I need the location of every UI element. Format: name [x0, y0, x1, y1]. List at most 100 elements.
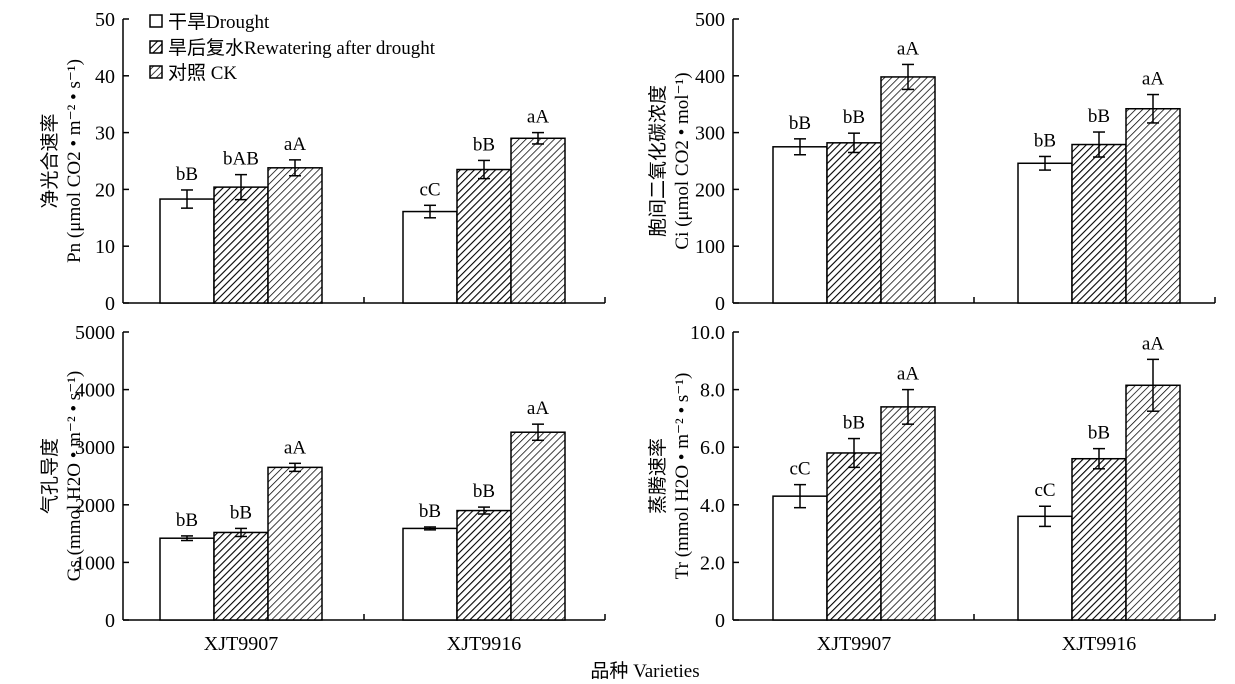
- significance-label: cC: [419, 179, 440, 200]
- legend-swatch-ck: [149, 65, 163, 79]
- y-tick-label: 500: [695, 9, 725, 31]
- chart-panel-1: 0 10 20 30 40 50 bB cC bAB bB aA aA 净光合速率 Pn (μmol CO…: [39, 9, 606, 315]
- bar-ck-xjt9916: [510, 137, 566, 304]
- y-tick-label: 8.0: [700, 380, 725, 402]
- y-tick-label: 10.0: [690, 322, 725, 344]
- y-axis-title-line: Tr (mmol H2O • m⁻² • s⁻¹): [672, 373, 693, 580]
- bar-drought-xjt9907: [772, 495, 828, 621]
- chart-panel-3: 0 1000 2000 3000 4000 5000 bB bB bB bB aA aA XJT9907…: [39, 322, 606, 655]
- significance-label: cC: [789, 459, 810, 480]
- significance-label: aA: [284, 134, 306, 155]
- significance-label: aA: [1142, 333, 1164, 354]
- bar-rewatering-xjt9907: [213, 531, 269, 621]
- bar-rewatering-xjt9916: [1071, 457, 1127, 621]
- y-tick-label: 10: [95, 236, 115, 258]
- significance-label: bAB: [223, 149, 259, 170]
- significance-label: aA: [284, 437, 306, 458]
- y-tick-label: 0: [105, 610, 115, 632]
- legend-swatch-drought: [149, 14, 163, 28]
- bar-drought-xjt9916: [1017, 162, 1073, 304]
- significance-label: bB: [473, 481, 495, 502]
- y-axis-title: 气孔导度 Gs (mmol H2O • m⁻² • s⁻¹): [39, 371, 85, 581]
- significance-label: aA: [527, 398, 549, 419]
- bar-rewatering-xjt9907: [213, 186, 269, 304]
- legend-swatch-rewatering: [149, 40, 163, 54]
- y-tick-label: 200: [695, 179, 725, 201]
- chart-panel-4: 0 2.0 4.0 6.0 8.0 10.0 cC cC bB bB aA aA XJT9907 XJT9…: [647, 322, 1216, 655]
- y-tick-label: 100: [695, 236, 725, 258]
- y-tick-label: 1000: [75, 552, 115, 574]
- y-axis-title-line: 气孔导度: [39, 438, 61, 514]
- y-tick-label: 0: [105, 293, 115, 315]
- y-tick-label: 6.0: [700, 437, 725, 459]
- legend: 干旱Drought 旱后复水Rewatering after drought 对…: [149, 12, 436, 84]
- y-tick-label: 300: [695, 123, 725, 145]
- y-tick-label: 30: [95, 123, 115, 145]
- bar-ck-xjt9916: [1125, 107, 1181, 304]
- significance-label: bB: [176, 164, 198, 185]
- y-axis-title-line: 蒸腾速率: [647, 438, 669, 514]
- significance-label: bB: [843, 107, 865, 128]
- y-tick-label: 40: [95, 66, 115, 88]
- significance-label: bB: [473, 134, 495, 155]
- y-tick-label: 4000: [75, 380, 115, 402]
- significance-label: aA: [527, 107, 549, 128]
- bar-ck-xjt9907: [880, 76, 936, 304]
- bar-rewatering-xjt9916: [1071, 143, 1127, 304]
- bar-drought-xjt9907: [159, 537, 215, 621]
- significance-label: bB: [789, 113, 811, 134]
- y-tick-label: 400: [695, 66, 725, 88]
- category-label: XJT9907: [204, 633, 278, 655]
- y-axis-title-line: Gs (mmol H2O • m⁻² • s⁻¹): [64, 371, 85, 581]
- y-axis-title-line: Ci (μmol CO2 • mol⁻¹): [672, 72, 693, 249]
- significance-label: bB: [843, 413, 865, 434]
- y-axis-title-line: 胞间二氧化碳浓度: [647, 85, 669, 237]
- bar-ck-xjt9907: [267, 466, 323, 621]
- category-label: XJT9916: [447, 633, 521, 655]
- significance-label: aA: [897, 364, 919, 385]
- x-axis-title: 品种 Varieties: [590, 660, 699, 682]
- significance-label: cC: [1034, 480, 1055, 501]
- bar-rewatering-xjt9916: [456, 168, 512, 304]
- bar-ck-xjt9907: [880, 406, 936, 621]
- bar-drought-xjt9907: [159, 198, 215, 304]
- significance-label: aA: [1142, 69, 1164, 90]
- bar-rewatering-xjt9907: [826, 452, 882, 621]
- bar-ck-xjt9916: [1125, 384, 1181, 621]
- y-axis-title-line: 净光合速率: [39, 113, 61, 208]
- bar-ck-xjt9907: [267, 167, 323, 304]
- y-tick-label: 3000: [75, 437, 115, 459]
- y-axis-title: 胞间二氧化碳浓度 Ci (μmol CO2 • mol⁻¹): [647, 72, 693, 249]
- legend-label-drought: 干旱Drought: [168, 12, 270, 33]
- category-label: XJT9907: [817, 633, 891, 655]
- significance-label: bB: [1088, 423, 1110, 444]
- significance-label: bB: [230, 502, 252, 523]
- y-tick-label: 5000: [75, 322, 115, 344]
- y-tick-label: 50: [95, 9, 115, 31]
- y-tick-label: 0: [715, 293, 725, 315]
- y-axis-title-line: Pn (μmol CO2 • m⁻² • s⁻¹): [64, 59, 85, 263]
- y-tick-label: 2000: [75, 495, 115, 517]
- bar-drought-xjt9916: [402, 210, 458, 304]
- significance-label: bB: [1088, 106, 1110, 127]
- bar-drought-xjt9916: [402, 527, 458, 621]
- significance-label: bB: [176, 510, 198, 531]
- bar-drought-xjt9907: [772, 146, 828, 304]
- y-tick-label: 4.0: [700, 495, 725, 517]
- y-axis-title: 蒸腾速率 Tr (mmol H2O • m⁻² • s⁻¹): [647, 373, 693, 580]
- legend-label-rewatering: 旱后复水Rewatering after drought: [168, 37, 436, 59]
- y-axis-title: 净光合速率 Pn (μmol CO2 • m⁻² • s⁻¹): [39, 59, 85, 263]
- bar-rewatering-xjt9907: [826, 142, 882, 304]
- bar-rewatering-xjt9916: [456, 509, 512, 621]
- chart-panel-2: 0 100 200 300 400 500 bB bB bB bB aA aA 胞间二氧化碳浓度 Ci (…: [647, 9, 1216, 315]
- bar-drought-xjt9916: [1017, 515, 1073, 621]
- significance-label: bB: [419, 501, 441, 522]
- bar-ck-xjt9916: [510, 431, 566, 621]
- category-label: XJT9916: [1062, 633, 1136, 655]
- legend-label-ck: 对照 CK: [168, 62, 237, 84]
- y-tick-label: 0: [715, 610, 725, 632]
- y-tick-label: 20: [95, 179, 115, 201]
- significance-label: aA: [897, 38, 919, 59]
- significance-label: bB: [1034, 130, 1056, 151]
